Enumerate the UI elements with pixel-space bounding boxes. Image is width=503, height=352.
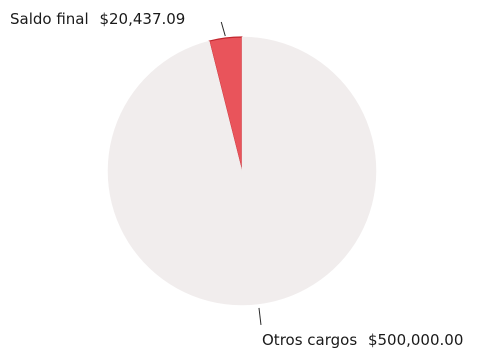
pie-slice-otros-cargos [107,36,377,306]
slice-label-saldo-final: Saldo final $20,437.09 [10,10,185,28]
slice-label-otros-cargos-value: $500,000.00 [368,331,463,349]
leader-line-otros-cargos [258,307,262,326]
slice-label-otros-cargos-name: Otros cargos [262,331,357,349]
slice-label-saldo-final-value: $20,437.09 [99,10,185,28]
slice-label-otros-cargos: Otros cargos $500,000.00 [262,331,463,349]
leader-line-saldo-final [220,21,226,37]
slice-label-saldo-final-name: Saldo final [10,10,89,28]
